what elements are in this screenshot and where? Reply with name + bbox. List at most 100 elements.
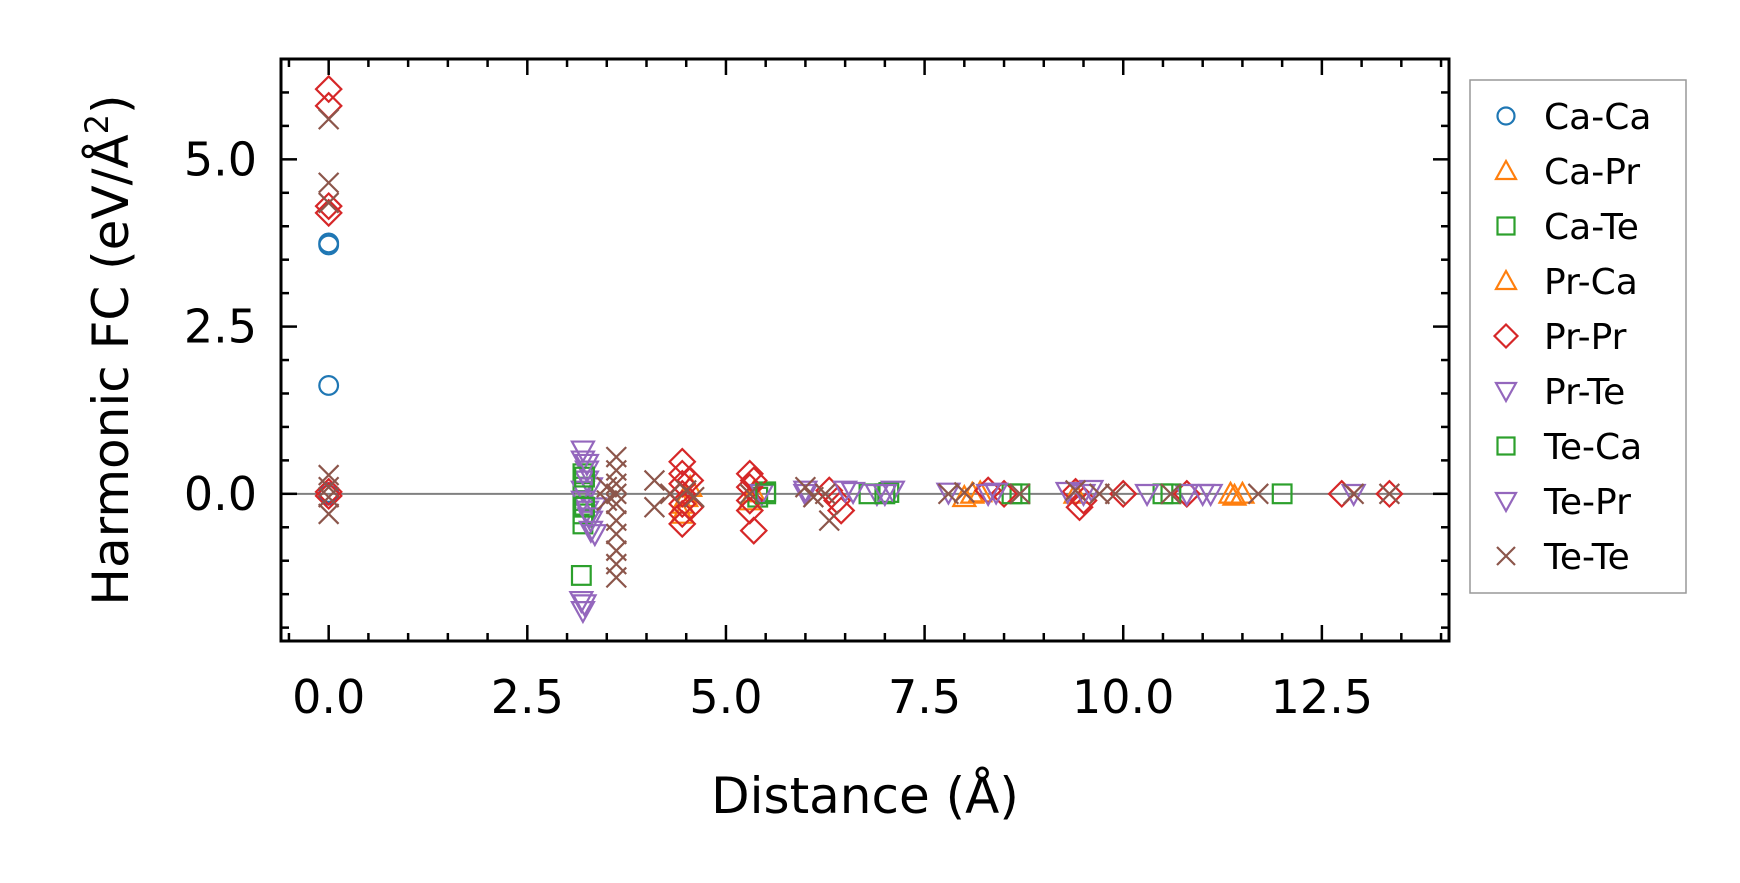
data-point-pr-pr [735,472,764,502]
legend-marker [1496,546,1516,566]
legend-marker [1496,106,1516,126]
data-point-te-te [1009,483,1031,505]
data-point-te-ca [574,496,595,518]
data-point-pr-te [581,524,608,548]
data-point-pr-pr [668,499,697,529]
data-point-te-te [1160,483,1182,505]
data-point-pr-te [578,520,604,544]
data-point-te-pr [840,481,866,506]
data-point-pr-te [578,477,604,501]
series-te-te [317,108,1401,589]
data-point-te-te [802,486,825,508]
data-point-te-te [643,496,666,518]
data-point-pr-ca [967,479,994,503]
data-point-te-te [643,469,666,492]
legend-entry-te-ca: Te-Ca [1496,427,1642,468]
data-point-pr-pr [314,481,343,511]
data-point-pr-pr [1375,479,1404,509]
data-point-te-te [814,483,836,505]
data-point-pr-pr [314,198,343,228]
data-point-te-pr [983,482,1009,506]
data-points-layer [314,74,1404,625]
legend-marker [1494,268,1518,291]
data-point-te-te [739,483,761,505]
data-point-te-pr [576,507,603,531]
data-point-te-te [317,503,340,525]
plot-frame [279,57,1451,643]
data-point-ca-te [570,564,592,586]
legend-marker [1492,322,1520,350]
data-point-pr-pr [1109,479,1138,509]
x-tick-label: 0.0 [292,670,365,724]
data-point-te-te [605,483,627,505]
legend-entry-te-te: Te-Te [1496,537,1630,578]
data-point-te-ca [1160,483,1182,505]
data-point-pr-pr [1069,486,1098,515]
data-point-te-te [1342,483,1365,505]
legend-entry-pr-pr: Pr-Pr [1492,317,1627,358]
data-point-pr-te [935,482,962,506]
data-point-te-te [317,486,340,508]
data-point-te-pr [1070,483,1097,508]
data-point-te-pr [574,453,600,477]
data-point-pr-pr [826,496,856,525]
data-point-te-te [794,476,817,498]
legend-entry-pr-te: Pr-Te [1494,372,1625,413]
legend-marker [1496,436,1516,456]
data-point-te-te [1378,483,1401,505]
data-point-te-te [317,172,340,194]
legend-label: Ca-Ca [1544,97,1651,138]
legend-entry-te-pr: Te-Pr [1494,482,1631,523]
legend-entry-pr-ca: Pr-Ca [1494,262,1638,303]
data-point-te-te [1104,483,1126,505]
data-point-pr-pr [314,191,343,221]
x-axis-label: Distance (Å) [711,767,1019,825]
x-tick-label: 7.5 [888,670,961,724]
data-point-te-te [317,476,340,498]
data-point-pr-te [832,480,859,504]
data-point-ca-pr [951,483,978,508]
legend-label: Pr-Pr [1544,317,1627,358]
y-tick-label: 0.0 [184,467,257,521]
x-tick-label: 2.5 [491,670,564,724]
legend-entry-ca-ca: Ca-Ca [1496,97,1651,138]
data-point-pr-pr [668,469,697,498]
legend-marker [1496,216,1516,236]
data-point-te-te [1064,479,1087,502]
data-point-te-te [1088,483,1111,505]
legend-label: Ca-Pr [1544,152,1640,193]
y-axis-label-close: ) [82,94,140,114]
data-point-te-pr [1197,483,1224,508]
y-axis-label-main: Harmonic FC (eV/Å [82,134,140,605]
legend-marker [1494,158,1518,181]
data-point-pr-pr [1065,493,1094,522]
data-point-te-te [317,108,340,130]
data-point-te-te [596,489,618,512]
data-point-te-ca [755,483,777,505]
data-point-te-te [683,486,705,508]
data-point-pr-te [1134,483,1160,508]
data-point-te-te [818,509,840,532]
x-tick-label: 5.0 [689,670,762,724]
data-point-pr-te [1340,483,1367,508]
data-point-ca-ca [318,232,340,254]
data-point-te-pr [571,594,598,618]
legend-entry-ca-te: Ca-Te [1496,207,1639,248]
legend-entry-ca-pr: Ca-Pr [1494,152,1640,193]
legend-marker [1494,491,1518,514]
data-point-pr-te [879,480,906,504]
legend-label: Te-Pr [1543,482,1631,523]
legend-label: Ca-Te [1544,207,1639,248]
data-point-pr-pr [314,74,343,104]
legend-label: Te-Ca [1543,427,1642,468]
data-point-te-te [1247,483,1269,505]
legend: Ca-Ca Ca-Pr Ca-Te Pr-Ca Pr-Pr Pr-Te Te-Ca Te-Pr… [1469,79,1687,594]
y-tick-label: 2.5 [184,300,257,354]
data-point-ca-te [1271,483,1293,505]
y-tick-label: 5.0 [184,132,257,186]
legend-label: Pr-Ca [1544,262,1638,303]
legend-label: Te-Te [1543,537,1630,578]
data-point-ca-pr [1221,482,1248,506]
x-tick-label: 12.5 [1271,670,1373,724]
data-point-te-te [605,566,627,589]
